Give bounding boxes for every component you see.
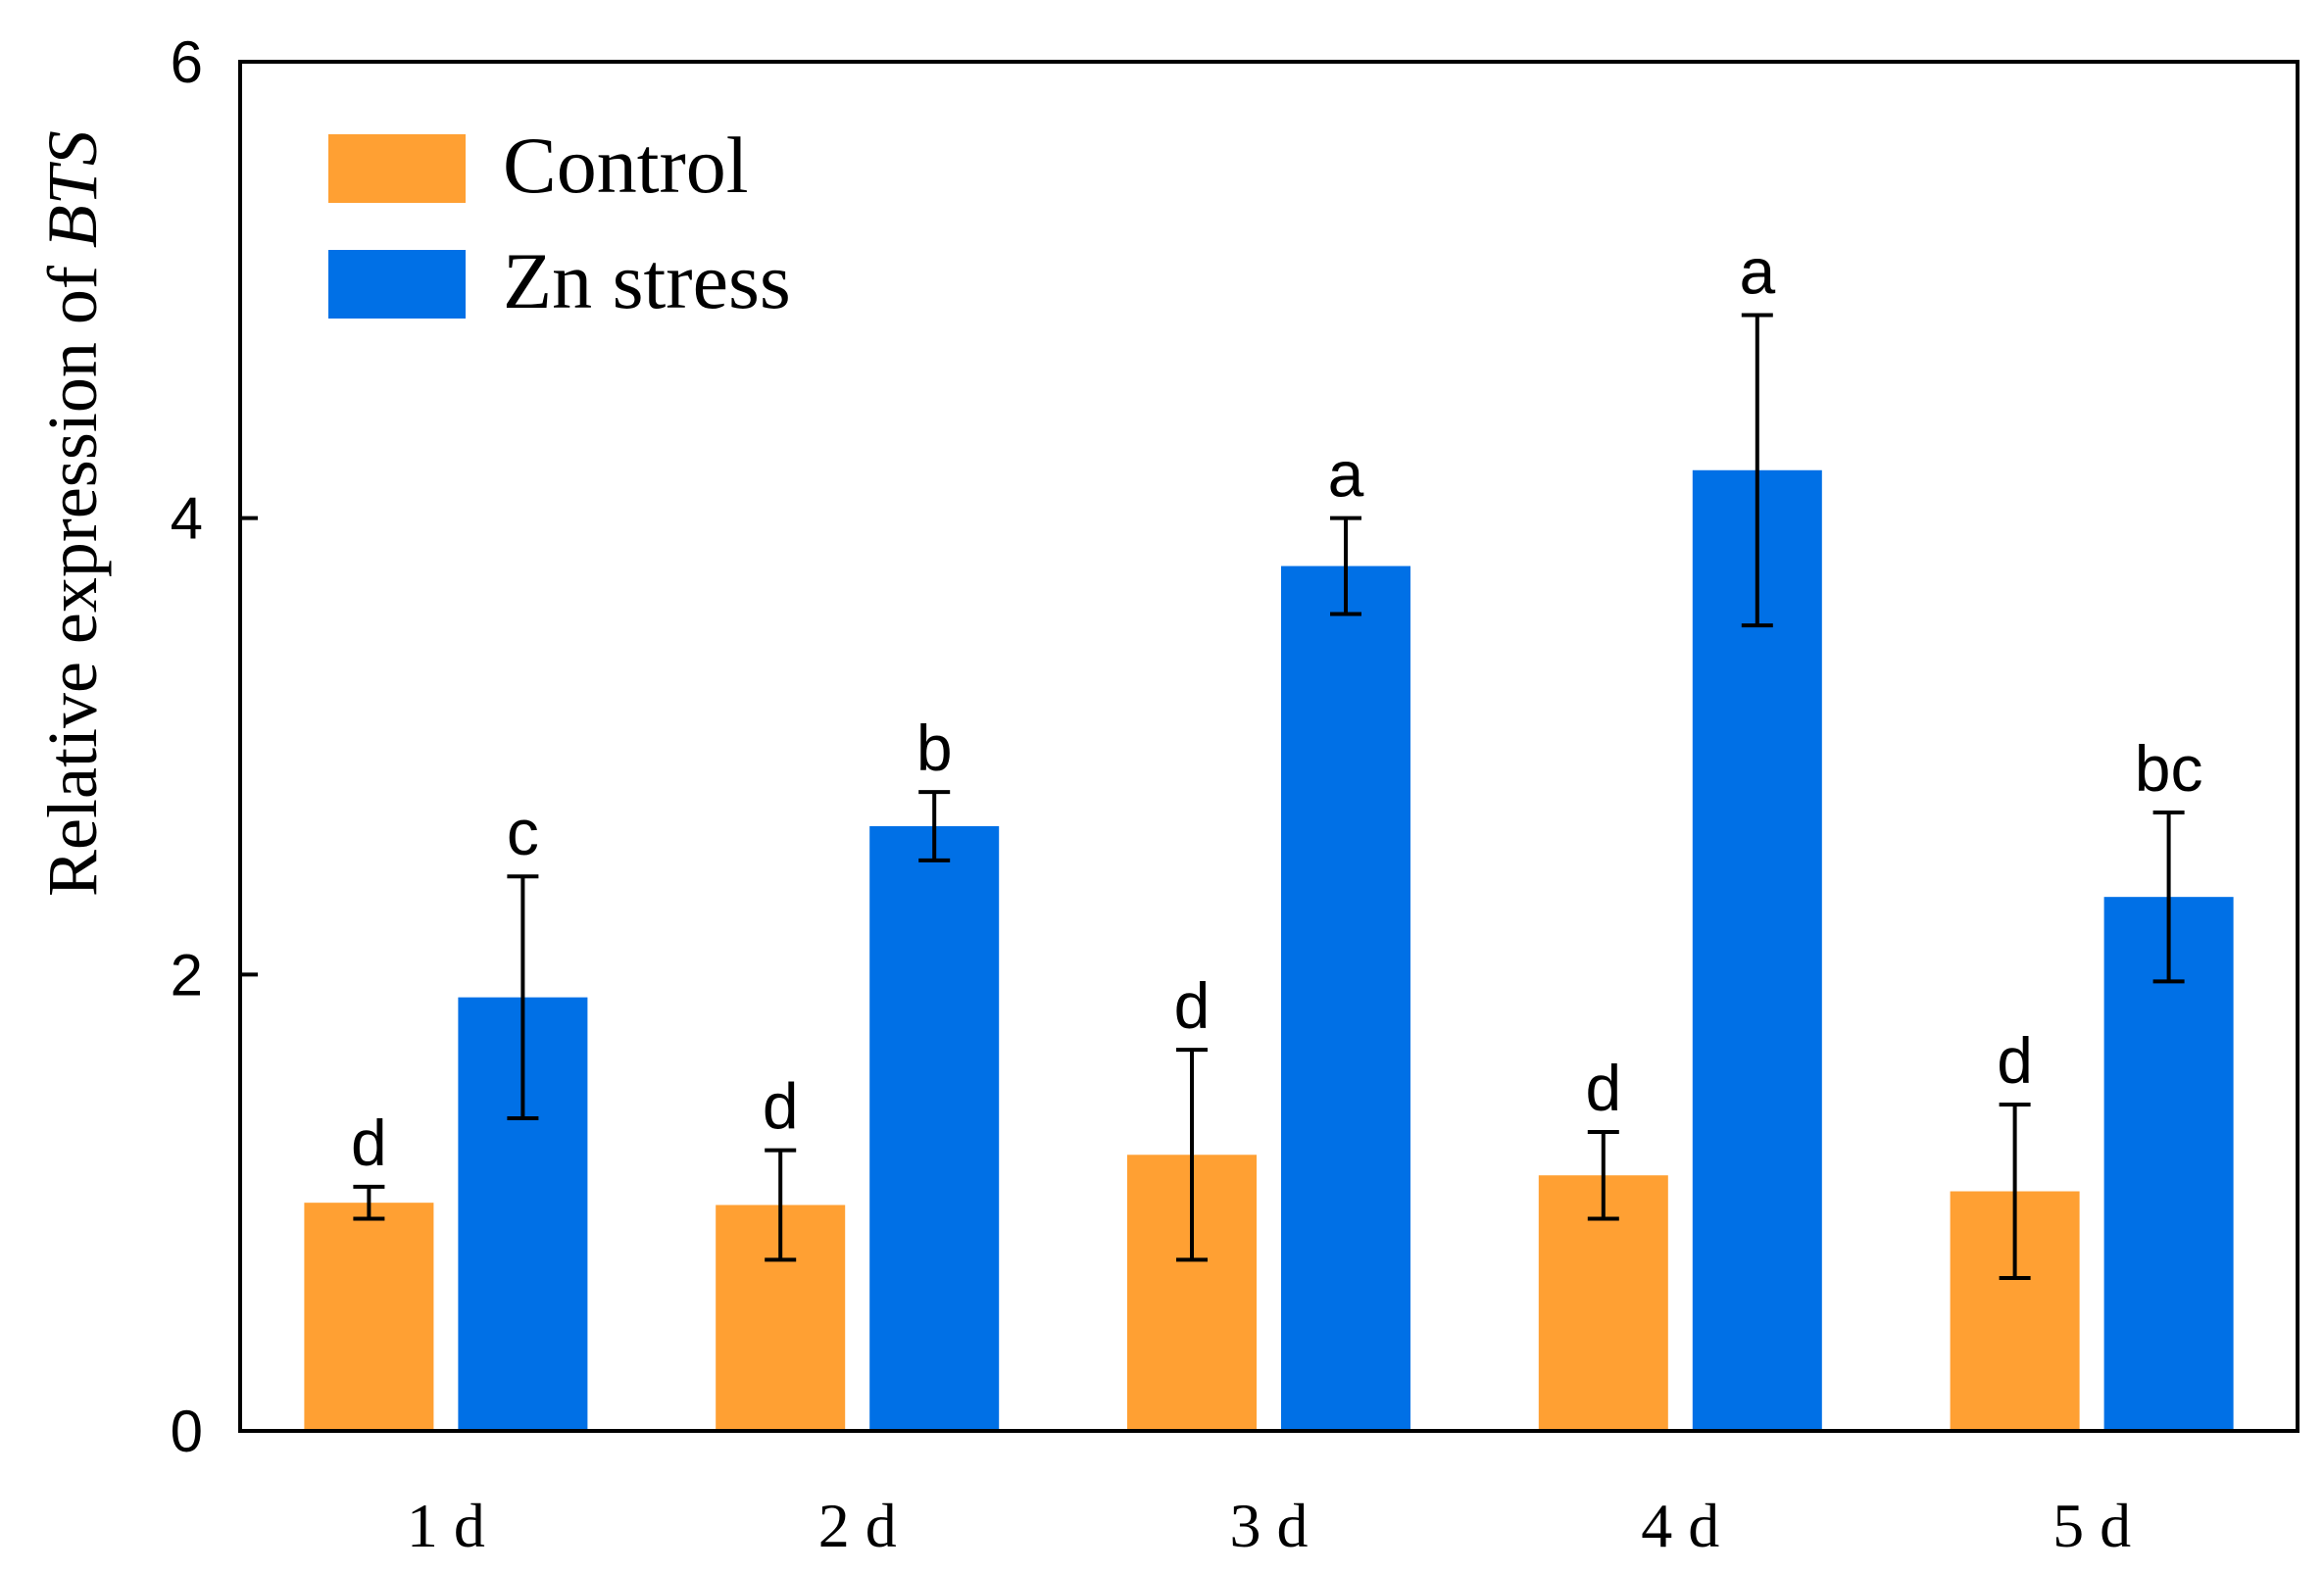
error-bar-control-2 [765,1148,797,1262]
significance-label-zn-stress-4: a [1739,234,1775,307]
error-bar-zn-stress-5 [2152,811,2185,984]
y-tick-label: 4 [171,486,203,552]
significance-label-control-1: d [351,1107,387,1179]
significance-label-zn-stress-2: b [916,712,953,784]
y-axis-label: Relative expression of BTS [33,130,112,897]
significance-label-control-2: d [763,1070,799,1143]
significance-label-control-5: d [1997,1024,2033,1097]
bar-zn-stress-4 [1692,469,1822,1431]
legend-label-control: Control [503,121,749,210]
legend-label-zn-stress: Zn stress [503,236,791,325]
significance-label-control-3: d [1174,969,1211,1042]
legend-swatch-zn-stress [328,250,466,319]
error-bar-control-1 [353,1184,385,1221]
significance-label-control-4: d [1585,1052,1621,1124]
bars [304,469,2234,1431]
significance-label-zn-stress-3: a [1328,438,1364,511]
y-axis-label-text: Relative expression of [33,266,112,897]
y-axis-ticks: 0 2 4 6 [171,29,258,1464]
error-bar-zn-stress-2 [918,790,951,862]
y-tick-label: 2 [171,942,203,1008]
legend-swatch-control [328,134,466,203]
error-bars [353,313,2185,1281]
x-category-label: 3 d [1230,1491,1309,1560]
x-category-label: 2 d [818,1491,897,1560]
significance-label-zn-stress-5: bc [2135,732,2203,805]
x-category-label: 1 d [407,1491,485,1560]
bar-zn-stress-5 [2103,897,2234,1431]
x-axis-categories: 1 d 2 d 3 d 4 d 5 d [407,1491,2131,1560]
significance-labels: d c d b d a d a d bc [351,234,2202,1178]
x-category-label: 5 d [2052,1491,2131,1560]
x-category-label: 4 d [1641,1491,1719,1560]
y-tick-label: 6 [171,29,203,95]
bar-zn-stress-2 [869,825,1000,1431]
error-bar-control-3 [1176,1048,1208,1262]
error-bar-zn-stress-3 [1330,516,1361,616]
plot-frame [238,60,2299,1433]
error-bar-zn-stress-1 [507,874,539,1121]
bar-control-1 [304,1203,434,1431]
y-tick-label: 0 [171,1399,203,1464]
error-bar-control-4 [1587,1129,1619,1221]
bar-zn-stress-3 [1281,566,1410,1431]
significance-label-zn-stress-1: c [507,796,539,868]
error-bar-control-5 [1999,1103,2031,1281]
y-axis-label-gene: BTS [33,130,112,248]
error-bar-zn-stress-4 [1741,313,1773,628]
legend: Control Zn stress [328,121,791,325]
